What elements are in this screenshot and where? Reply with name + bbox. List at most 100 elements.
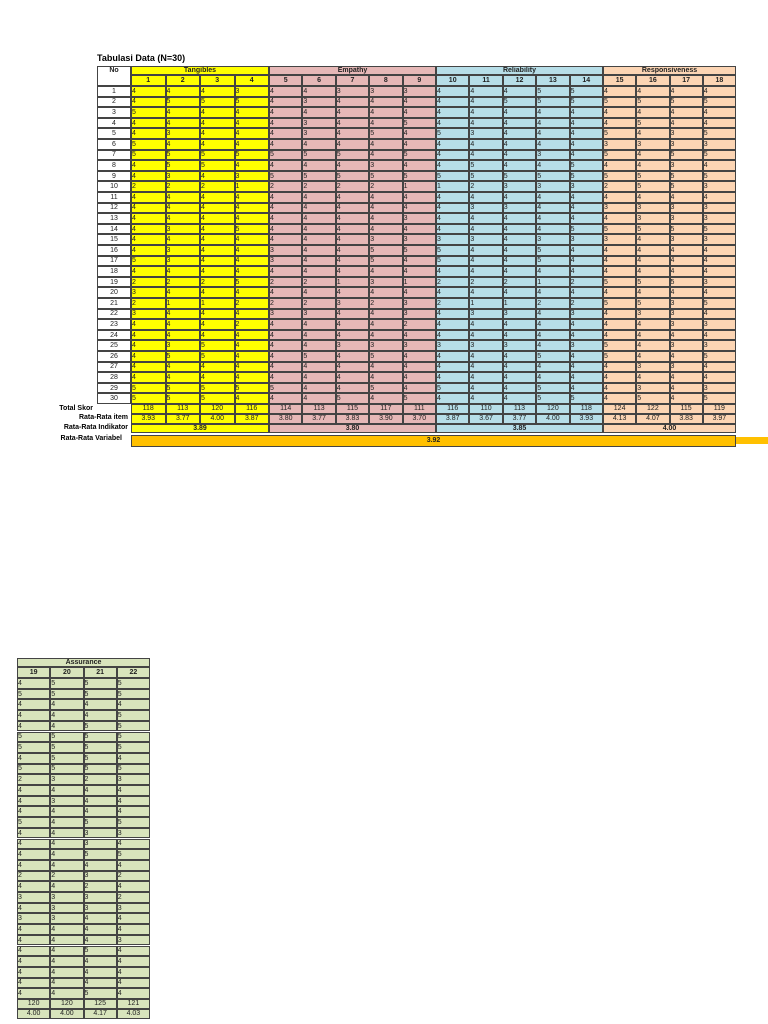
score-cell: 4 (165, 107, 200, 118)
score-cell: 4 (402, 192, 436, 203)
score-cell: 4 (636, 319, 670, 330)
score-cell: 4 (200, 170, 235, 182)
score-cell: 4 (302, 393, 336, 404)
score-cell: 2 (569, 298, 603, 309)
score-cell: 4 (17, 945, 51, 957)
score-cell: 5 (116, 849, 150, 860)
score-cell: 5 (17, 817, 51, 828)
score-cell: 5 (502, 170, 537, 182)
score-cell: 4 (116, 966, 150, 978)
score-cell: 5 (569, 160, 603, 171)
score-cell: 4 (83, 859, 117, 871)
score-cell: 4 (269, 266, 303, 277)
score-cell: 4 (131, 245, 166, 256)
score-cell: 3 (116, 774, 150, 785)
score-cell: 5 (603, 96, 637, 108)
score-cell: 2 (116, 892, 150, 903)
score-cell: 4 (83, 806, 117, 818)
score-cell: 1 (402, 276, 436, 288)
score-cell: 2 (302, 298, 336, 309)
title: Tabulasi Data (N=30) (97, 53, 186, 63)
score-cell: 4 (369, 361, 403, 373)
score-cell: 4 (603, 361, 637, 373)
score-cell: 3 (116, 934, 150, 946)
score-cell: 4 (116, 699, 150, 711)
score-cell: 4 (17, 785, 51, 796)
score-cell: 4 (335, 192, 370, 203)
score-cell: 5 (702, 128, 736, 139)
score-cell: 4 (302, 139, 336, 150)
score-cell: 4 (200, 223, 235, 235)
score-cell: 5 (116, 678, 150, 689)
score-cell: 4 (502, 86, 537, 97)
score-cell: 4 (702, 308, 736, 320)
item-header: 19 (17, 667, 51, 678)
score-cell: 3 (702, 213, 736, 224)
score-cell: 5 (17, 731, 51, 743)
score-cell: 5 (83, 731, 117, 743)
total-cell: 113 (165, 404, 200, 414)
score-cell: 4 (369, 96, 403, 108)
score-cell: 3 (17, 892, 51, 903)
score-cell: 4 (502, 234, 537, 245)
score-cell: 4 (116, 752, 150, 764)
score-cell: 4 (131, 170, 166, 182)
score-cell: 4 (569, 266, 603, 277)
score-cell: 4 (131, 234, 166, 245)
score-cell: 4 (603, 245, 637, 256)
score-cell: 1 (335, 276, 370, 288)
score-cell: 5 (536, 170, 570, 182)
score-cell: 2 (17, 870, 51, 882)
score-cell: 4 (402, 96, 436, 108)
score-cell: 4 (234, 393, 269, 404)
score-cell: 4 (669, 329, 703, 341)
score-cell: 4 (536, 202, 570, 214)
mean-cell: 3.77 (165, 413, 200, 424)
score-cell: 4 (569, 213, 603, 224)
score-cell: 4 (50, 859, 84, 871)
score-cell: 4 (302, 255, 336, 267)
score-cell: 5 (569, 96, 603, 108)
score-cell: 3 (702, 139, 736, 150)
score-cell: 4 (669, 287, 703, 298)
score-cell: 3 (636, 308, 670, 320)
score-cell: 5 (369, 351, 403, 362)
score-cell: 5 (569, 223, 603, 235)
score-cell: 4 (536, 160, 570, 171)
score-cell: 4 (636, 86, 670, 97)
score-cell: 4 (200, 287, 235, 298)
score-cell: 4 (702, 192, 736, 203)
row-label: Total Skor (59, 405, 93, 412)
score-cell: 4 (234, 139, 269, 150)
score-cell: 4 (636, 372, 670, 383)
score-cell: 4 (17, 678, 51, 689)
score-cell: 4 (436, 213, 470, 224)
score-cell: 5 (436, 170, 470, 182)
indicator-mean: 4.00 (603, 423, 736, 433)
row-number: 21 (97, 298, 131, 309)
score-cell: 4 (603, 329, 637, 341)
score-cell: 4 (234, 213, 269, 224)
score-cell: 5 (50, 763, 84, 775)
score-cell: 4 (165, 308, 200, 320)
score-cell: 5 (200, 160, 235, 171)
score-cell: 5 (17, 688, 51, 700)
score-cell: 4 (502, 393, 537, 404)
score-cell: 4 (83, 785, 117, 796)
score-cell: 5 (50, 742, 84, 753)
score-cell: 4 (83, 934, 117, 946)
score-cell: 4 (402, 107, 436, 118)
score-cell: 4 (536, 192, 570, 203)
score-cell: 4 (569, 128, 603, 139)
score-cell: 5 (234, 382, 269, 394)
score-cell: 4 (569, 361, 603, 373)
score-cell: 4 (436, 361, 470, 373)
score-cell: 4 (469, 192, 503, 203)
item-header: 12 (502, 75, 537, 86)
score-cell: 5 (165, 96, 200, 108)
score-cell: 5 (116, 731, 150, 743)
score-cell: 4 (702, 329, 736, 341)
score-cell: 4 (436, 117, 470, 129)
score-cell: 4 (636, 234, 670, 245)
score-cell: 3 (469, 234, 503, 245)
